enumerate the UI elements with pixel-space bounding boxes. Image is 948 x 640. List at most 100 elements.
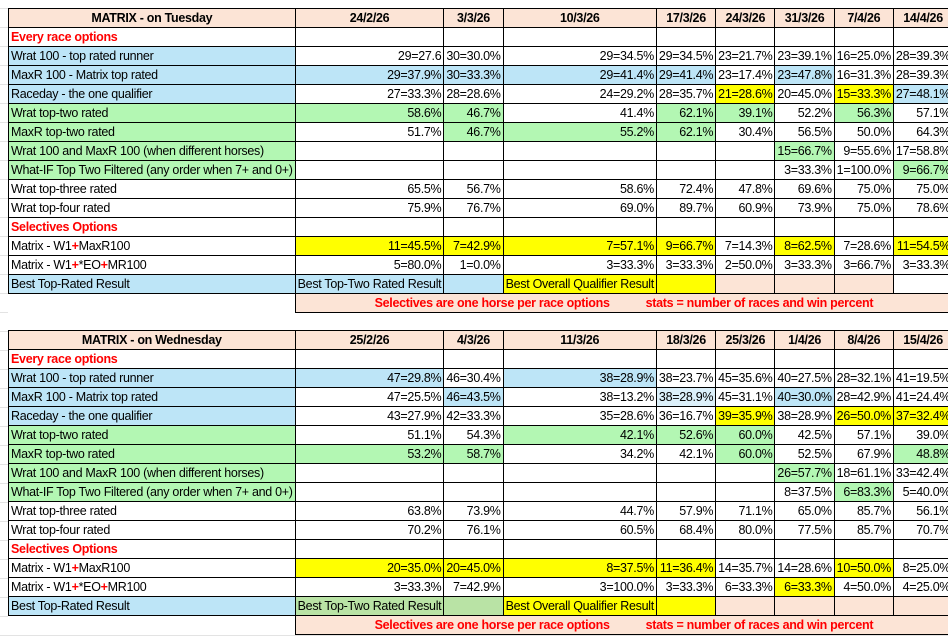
stat-cell[interactable]: 47.8% xyxy=(715,179,776,199)
date-header[interactable]: 8/4/26 xyxy=(833,330,894,350)
stat-cell[interactable] xyxy=(715,482,776,502)
stat-cell[interactable]: 42.1% xyxy=(655,444,717,464)
stat-cell[interactable]: 3=100.0% xyxy=(502,577,657,597)
stat-cell[interactable]: 64.3% xyxy=(892,122,948,142)
stat-cell[interactable]: 44.7% xyxy=(502,501,657,521)
stat-cell[interactable] xyxy=(294,463,445,483)
stat-cell[interactable]: 20=45.0% xyxy=(774,84,835,104)
stat-cell[interactable]: 15=33.3% xyxy=(833,84,894,104)
stat-cell[interactable]: 33=42.4% xyxy=(892,463,948,483)
stat-cell[interactable]: 27=33.3% xyxy=(294,84,445,104)
stat-cell[interactable] xyxy=(502,160,657,180)
stat-cell[interactable]: 75.0% xyxy=(892,179,948,199)
stat-cell[interactable]: 69.0% xyxy=(502,198,657,218)
stat-cell[interactable]: 14=35.7% xyxy=(715,558,776,578)
stat-cell[interactable]: 6=33.3% xyxy=(715,577,776,597)
stat-cell[interactable]: 11=36.4% xyxy=(655,558,717,578)
stat-cell[interactable]: 57.9% xyxy=(655,501,717,521)
stat-cell[interactable]: 38=23.7% xyxy=(655,368,717,388)
stat-cell[interactable]: 28=35.7% xyxy=(655,84,717,104)
stat-cell[interactable]: 46=43.5% xyxy=(443,387,504,407)
legend-cell[interactable] xyxy=(715,596,776,616)
empty-cell[interactable] xyxy=(833,27,894,47)
stat-cell[interactable]: 3=33.3% xyxy=(655,255,717,275)
stat-cell[interactable]: 58.7% xyxy=(443,444,504,464)
empty-cell[interactable] xyxy=(655,539,717,559)
stat-cell[interactable] xyxy=(443,141,504,161)
stat-cell[interactable]: 3=33.3% xyxy=(774,160,835,180)
stat-cell[interactable]: 35=28.6% xyxy=(502,406,657,426)
stat-cell[interactable]: 38=28.9% xyxy=(502,368,657,388)
stat-cell[interactable]: 15=66.7% xyxy=(774,141,835,161)
empty-cell[interactable] xyxy=(774,539,835,559)
row-label[interactable]: Matrix - W1+*EO+MR100 xyxy=(8,577,296,597)
stat-cell[interactable] xyxy=(294,160,445,180)
date-header[interactable]: 25/2/26 xyxy=(294,330,445,350)
stat-cell[interactable]: 21=28.6% xyxy=(715,84,776,104)
stat-cell[interactable]: 63.8% xyxy=(294,501,445,521)
stat-cell[interactable]: 26=50.0% xyxy=(833,406,894,426)
stat-cell[interactable]: 62.1% xyxy=(655,122,717,142)
empty-cell[interactable] xyxy=(294,27,445,47)
stat-cell[interactable]: 36=16.7% xyxy=(655,406,717,426)
legend-cell[interactable] xyxy=(715,274,776,294)
stat-cell[interactable]: 29=41.4% xyxy=(655,65,717,85)
stat-cell[interactable]: 75.9% xyxy=(294,198,445,218)
stat-cell[interactable]: 9=55.6% xyxy=(833,141,894,161)
stat-cell[interactable]: 39=35.9% xyxy=(715,406,776,426)
stat-cell[interactable]: 50.0% xyxy=(833,122,894,142)
stat-cell[interactable]: 51.7% xyxy=(294,122,445,142)
best-top-two-legend[interactable]: Best Top-Two Rated Result xyxy=(294,274,445,294)
stat-cell[interactable]: 68.4% xyxy=(655,520,717,540)
best-top-two-legend[interactable]: Best Top-Two Rated Result xyxy=(294,596,445,616)
stat-cell[interactable]: 7=42.9% xyxy=(443,236,504,256)
stat-cell[interactable]: 8=25.0% xyxy=(892,558,948,578)
stat-cell[interactable]: 78.6% xyxy=(892,198,948,218)
stat-cell[interactable]: 3=33.3% xyxy=(774,255,835,275)
stat-cell[interactable]: 42.1% xyxy=(502,425,657,445)
date-header[interactable]: 7/4/26 xyxy=(833,8,894,28)
stat-cell[interactable]: 4=50.0% xyxy=(833,577,894,597)
stat-cell[interactable]: 41=19.5% xyxy=(892,368,948,388)
stat-cell[interactable]: 58.6% xyxy=(502,179,657,199)
stat-cell[interactable]: 6=83.3% xyxy=(833,482,894,502)
stat-cell[interactable]: 23=39.1% xyxy=(774,46,835,66)
stat-cell[interactable]: 5=80.0% xyxy=(294,255,445,275)
stat-cell[interactable]: 20=35.0% xyxy=(294,558,445,578)
stat-cell[interactable] xyxy=(443,463,504,483)
stat-cell[interactable]: 3=33.3% xyxy=(294,577,445,597)
date-header[interactable]: 4/3/26 xyxy=(443,330,504,350)
date-header[interactable]: 31/3/26 xyxy=(774,8,835,28)
stat-cell[interactable]: 45=35.6% xyxy=(715,368,776,388)
date-header[interactable]: 25/3/26 xyxy=(715,330,776,350)
row-label[interactable]: Matrix - W1+MaxR100 xyxy=(8,236,296,256)
legend-cell[interactable] xyxy=(443,274,504,294)
stat-cell[interactable]: 24=29.2% xyxy=(502,84,657,104)
stat-cell[interactable]: 37=32.4% xyxy=(892,406,948,426)
row-label[interactable]: Wrat 100 and MaxR 100 (when different ho… xyxy=(8,141,296,161)
stat-cell[interactable]: 45=31.1% xyxy=(715,387,776,407)
stat-cell[interactable]: 30=30.0% xyxy=(443,46,504,66)
empty-cell[interactable] xyxy=(294,539,445,559)
stat-cell[interactable]: 51.1% xyxy=(294,425,445,445)
stat-cell[interactable] xyxy=(715,141,776,161)
row-label[interactable]: Raceday - the one qualifier xyxy=(8,84,296,104)
empty-cell[interactable] xyxy=(443,217,504,237)
stat-cell[interactable]: 57.1% xyxy=(833,425,894,445)
stat-cell[interactable]: 60.9% xyxy=(715,198,776,218)
stat-cell[interactable]: 7=14.3% xyxy=(715,236,776,256)
stat-cell[interactable]: 70.7% xyxy=(892,520,948,540)
row-label[interactable]: What-IF Top Two Filtered (any order when… xyxy=(8,482,296,502)
best-top-rated-legend[interactable]: Best Top-Rated Result xyxy=(8,596,296,616)
stat-cell[interactable]: 60.5% xyxy=(502,520,657,540)
stat-cell[interactable]: 28=42.9% xyxy=(833,387,894,407)
stat-cell[interactable]: 54.3% xyxy=(443,425,504,445)
empty-cell[interactable] xyxy=(655,27,717,47)
stat-cell[interactable]: 39.1% xyxy=(715,103,776,123)
stat-cell[interactable]: 46=30.4% xyxy=(443,368,504,388)
stat-cell[interactable] xyxy=(294,482,445,502)
stat-cell[interactable]: 7=42.9% xyxy=(443,577,504,597)
date-header[interactable]: 24/3/26 xyxy=(715,8,776,28)
stat-cell[interactable]: 41=24.4% xyxy=(892,387,948,407)
row-label[interactable]: MaxR top-two rated xyxy=(8,122,296,142)
